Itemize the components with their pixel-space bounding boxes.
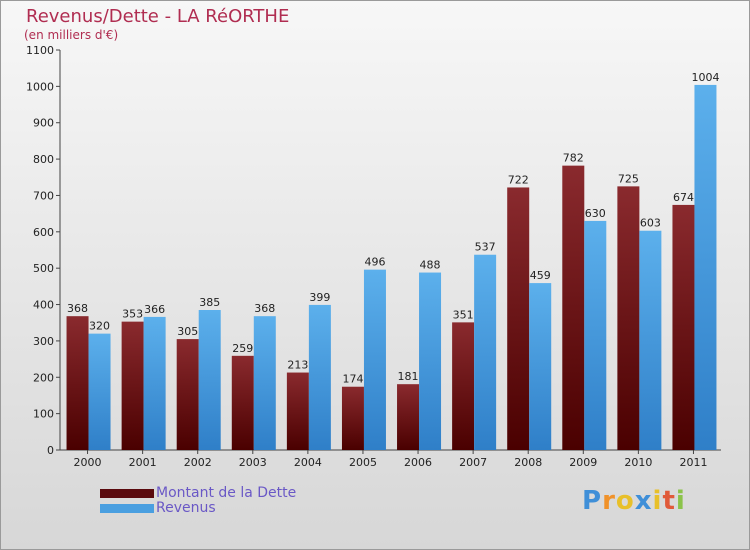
bar-dette (617, 186, 640, 450)
y-tick-label: 400 (33, 299, 54, 312)
logo-letter: P (582, 486, 603, 516)
data-label: 259 (232, 342, 253, 355)
bar-dette (121, 321, 144, 450)
data-label: 320 (89, 320, 110, 333)
data-label: 1004 (691, 71, 719, 84)
data-label: 537 (475, 241, 496, 254)
x-tick-label: 2009 (569, 456, 597, 469)
bar-revenus (694, 84, 717, 450)
legend-label-dette: Montant de la Dette (156, 485, 297, 501)
bar-revenus (529, 283, 552, 450)
logo-letter: r (602, 486, 616, 516)
data-label: 782 (563, 152, 584, 165)
data-label: 213 (287, 359, 308, 372)
x-tick-label: 2011 (679, 456, 707, 469)
data-label: 674 (673, 191, 694, 204)
y-tick-label: 500 (33, 262, 54, 275)
bar-dette (231, 355, 254, 450)
data-label: 630 (585, 207, 606, 220)
bar-dette (66, 316, 89, 450)
logo-letter: i (652, 486, 663, 516)
data-label: 305 (177, 325, 198, 338)
data-label: 603 (640, 217, 661, 230)
bar-dette (176, 339, 199, 450)
data-label: 488 (420, 259, 441, 272)
bar-dette (507, 187, 530, 451)
x-tick-label: 2000 (74, 456, 102, 469)
logo-letter: o (615, 486, 635, 516)
bar-dette (452, 322, 475, 450)
y-tick-label: 800 (33, 153, 54, 166)
x-tick-label: 2010 (624, 456, 652, 469)
data-label: 399 (309, 291, 330, 304)
bar-revenus (419, 272, 442, 450)
x-tick-label: 2002 (184, 456, 212, 469)
bar-revenus (253, 316, 276, 450)
x-tick-label: 2001 (129, 456, 157, 469)
data-label: 725 (618, 172, 639, 185)
data-label: 181 (398, 370, 419, 383)
data-label: 459 (530, 269, 551, 282)
data-label: 368 (254, 302, 275, 315)
bar-revenus (88, 333, 111, 450)
data-label: 496 (364, 256, 385, 269)
data-label: 368 (67, 302, 88, 315)
logo-letter: i (675, 486, 686, 516)
y-tick-label: 1100 (26, 44, 54, 57)
bar-revenus (474, 254, 497, 450)
bar-dette (397, 384, 420, 450)
data-label: 366 (144, 303, 165, 316)
logo-letter: t (662, 486, 676, 516)
bar-revenus (143, 316, 166, 450)
chart-title: Revenus/Dette - LA RéORTHE (26, 6, 290, 27)
bar-dette (562, 165, 585, 451)
x-tick-label: 2003 (239, 456, 267, 469)
logo-letter: x (634, 486, 653, 516)
x-tick-label: 2008 (514, 456, 542, 469)
bar-dette (286, 372, 309, 450)
x-tick-label: 2007 (459, 456, 487, 469)
bar-dette (341, 386, 364, 450)
legend-swatch-revenus (100, 504, 154, 513)
y-tick-label: 600 (33, 226, 54, 239)
chart-subtitle: (en milliers d'€) (24, 28, 119, 42)
data-label: 174 (342, 373, 363, 386)
legend-swatch-dette (100, 489, 154, 498)
proxiti-logo: Proxiti (582, 486, 686, 516)
data-label: 722 (508, 173, 529, 186)
x-tick-label: 2004 (294, 456, 322, 469)
bar-revenus (308, 304, 331, 450)
bar-revenus (584, 220, 607, 450)
bar-revenus (639, 230, 662, 450)
legend-label-revenus: Revenus (156, 500, 216, 516)
data-label: 385 (199, 296, 220, 309)
y-tick-label: 1000 (26, 80, 54, 93)
bar-revenus (198, 310, 221, 450)
x-tick-label: 2005 (349, 456, 377, 469)
y-tick-label: 200 (33, 371, 54, 384)
data-label: 353 (122, 308, 143, 321)
y-tick-label: 300 (33, 335, 54, 348)
y-tick-label: 0 (47, 444, 54, 457)
y-tick-label: 900 (33, 117, 54, 130)
y-tick-label: 700 (33, 189, 54, 202)
bar-revenus (363, 269, 386, 450)
data-label: 351 (453, 308, 474, 321)
y-tick-label: 100 (33, 408, 54, 421)
bar-dette (672, 204, 695, 450)
x-tick-label: 2006 (404, 456, 432, 469)
